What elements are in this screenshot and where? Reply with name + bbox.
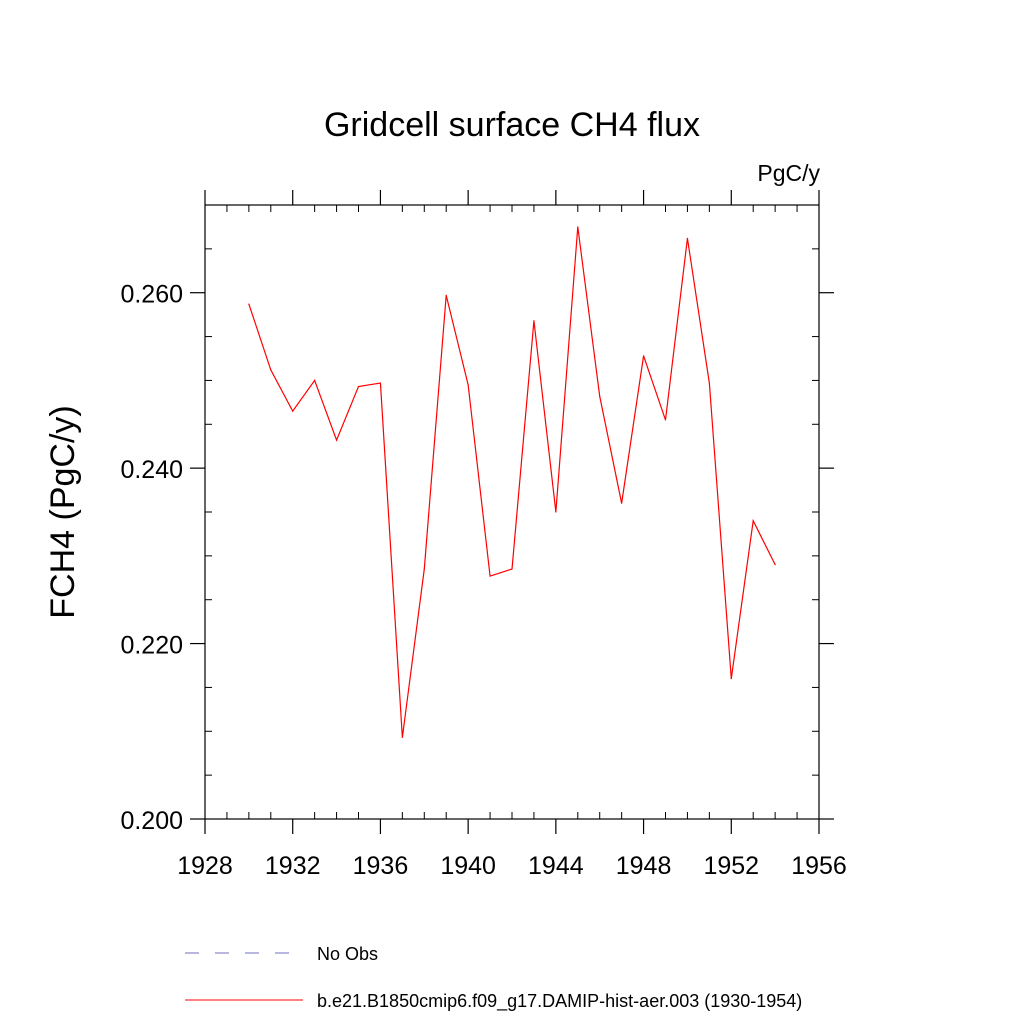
data-point [314, 379, 316, 382]
data-point [248, 303, 250, 305]
plot-area-frame [204, 204, 820, 820]
x-tick-label: 1948 [616, 852, 672, 880]
y-axis-label: FCH4 (PgC/y) [44, 405, 82, 618]
legend-label: No Obs [317, 944, 378, 964]
legend-label: b.e21.B1850cmip6.f09_g17.DAMIP-hist-aer.… [317, 991, 802, 1012]
data-point [445, 294, 447, 296]
x-tick-label: 1944 [528, 852, 584, 880]
series-layer [248, 226, 776, 739]
data-point [489, 575, 491, 577]
data-point [577, 226, 579, 228]
data-point [774, 564, 776, 566]
legend: No Obs b.e21.B1850cmip6.f09_g17.DAMIP-his… [185, 944, 802, 1012]
data-point [533, 320, 535, 322]
data-point [686, 237, 689, 239]
y-tick-label: 0.260 [120, 281, 183, 309]
x-tick-labels: 1928 1932 1936 1940 1944 1948 1952 1956 [177, 852, 847, 880]
data-point [292, 410, 294, 412]
x-tick-label: 1928 [177, 852, 233, 880]
x-tick-label: 1936 [353, 852, 409, 880]
x-tick-label: 1940 [440, 852, 496, 880]
data-point [335, 439, 338, 441]
data-point [401, 736, 403, 739]
data-point [357, 385, 360, 388]
data-point [270, 369, 272, 371]
data-point [511, 568, 513, 570]
x-tick-label: 1932 [265, 852, 321, 880]
data-point [708, 382, 710, 384]
y-tick-label: 0.220 [120, 632, 183, 660]
data-point [752, 520, 754, 522]
series-line [248, 226, 776, 738]
data-point [664, 419, 667, 421]
y-tick-label: 0.240 [120, 456, 183, 484]
axis-ticks [190, 190, 834, 834]
data-point [642, 355, 645, 357]
y-tick-labels: 0.200 0.220 0.240 0.260 [120, 281, 183, 835]
units-label: PgC/y [757, 160, 820, 186]
chart-title: Gridcell surface CH4 flux [324, 106, 700, 144]
y-tick-label: 0.200 [120, 807, 183, 835]
data-point [621, 502, 623, 504]
data-point [555, 511, 557, 513]
data-point [730, 678, 732, 680]
x-tick-label: 1952 [703, 852, 759, 880]
x-tick-label: 1956 [791, 852, 847, 880]
data-point [467, 384, 469, 386]
data-point [379, 382, 382, 384]
data-point [423, 568, 425, 570]
data-point [599, 395, 601, 397]
